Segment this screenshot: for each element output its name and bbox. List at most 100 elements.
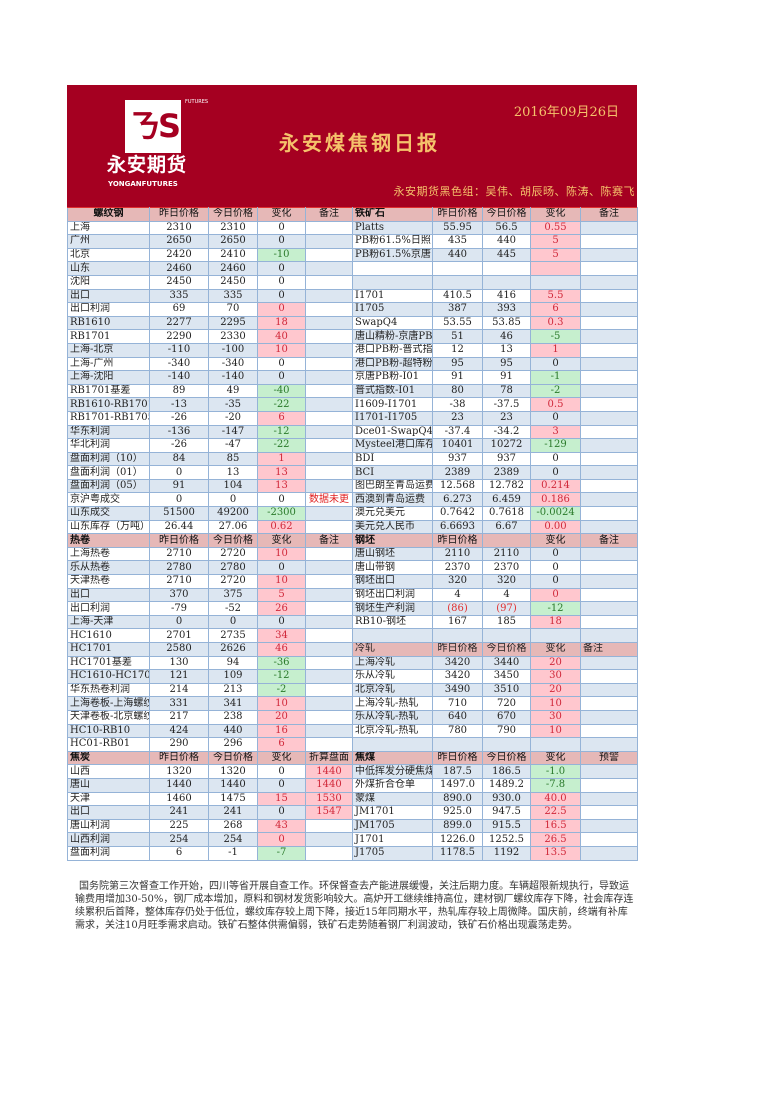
change-value: -7 bbox=[257, 845, 306, 861]
today-price: 0 bbox=[208, 492, 258, 508]
note bbox=[305, 601, 353, 616]
section-header-title: 铁矿石 bbox=[352, 207, 433, 222]
column-header: 备注 bbox=[580, 533, 638, 548]
row-label: 出口 bbox=[67, 805, 150, 820]
prev-price: 89 bbox=[149, 383, 209, 399]
prev-price: -38 bbox=[432, 397, 483, 412]
column-header: 今日价格 bbox=[208, 207, 258, 222]
section-header-title: 冷轧 bbox=[352, 642, 433, 657]
note bbox=[305, 818, 353, 834]
change-value: 1 bbox=[530, 342, 581, 358]
note bbox=[580, 329, 638, 344]
row-label: 华东利润 bbox=[67, 424, 150, 440]
note bbox=[580, 723, 638, 739]
today-price: 440 bbox=[208, 723, 258, 739]
today-price: 104 bbox=[208, 478, 258, 494]
change-value: 5.5 bbox=[530, 288, 581, 304]
today-price: 0.7618 bbox=[482, 506, 531, 521]
change-value: 30 bbox=[530, 709, 581, 725]
section-header-row: 焦炭 昨日价格 今日价格 变化 折算盘面 焦煤 昨日价格 今日价格 变化 预警 bbox=[67, 750, 638, 766]
change-value: -22 bbox=[257, 438, 306, 453]
change-value: 20 bbox=[530, 682, 581, 698]
change-value: 0.00 bbox=[530, 519, 581, 535]
row-label: Platts bbox=[352, 220, 433, 236]
note bbox=[305, 723, 353, 739]
prev-price: 2370 bbox=[432, 560, 483, 576]
row-label: RB1610 bbox=[67, 315, 150, 331]
note bbox=[305, 315, 353, 331]
prev-price: 3490 bbox=[432, 682, 483, 698]
prev-price: 167 bbox=[432, 614, 483, 630]
prev-price: 12.568 bbox=[432, 478, 483, 494]
note bbox=[580, 451, 638, 467]
today-price: 56.5 bbox=[482, 220, 531, 236]
today-price: 6.459 bbox=[482, 492, 531, 508]
note bbox=[580, 682, 638, 698]
note bbox=[580, 574, 638, 589]
prev-price: (86) bbox=[432, 601, 483, 616]
today-price: 2370 bbox=[482, 560, 531, 576]
change-value: 0 bbox=[530, 546, 581, 562]
row-label bbox=[352, 274, 433, 290]
column-header: 今日价格 bbox=[482, 207, 531, 222]
table-row: 华东利润 -136 -147 -12 Dce01-SwapQ4 -37.4 -34.2 3 bbox=[67, 424, 638, 440]
report-title: 永安煤焦钢日报 bbox=[279, 131, 440, 155]
row-label: JM1705 bbox=[352, 818, 433, 834]
row-label: 钢坯出口 bbox=[352, 574, 433, 589]
note bbox=[580, 478, 638, 494]
change-value: 10 bbox=[257, 696, 306, 711]
prev-price: 2650 bbox=[149, 234, 209, 249]
table-row: RB1610 2277 2295 18 SwapQ4 53.55 53.85 0.3 bbox=[67, 315, 638, 331]
today-price: 2310 bbox=[208, 220, 258, 236]
note: 1547 bbox=[305, 805, 353, 820]
note bbox=[305, 478, 353, 494]
table-row: 山东库存（万吨） 26.44 27.06 0.62 美元兑人民币 6.6693 6.67 0.… bbox=[67, 519, 638, 535]
note bbox=[305, 247, 353, 263]
column-header: 昨日价格 bbox=[149, 750, 209, 766]
note bbox=[305, 370, 353, 385]
note bbox=[580, 356, 638, 372]
note bbox=[580, 342, 638, 358]
change-value: 40 bbox=[257, 329, 306, 344]
column-header: 备注 bbox=[580, 642, 638, 657]
change-value: -12 bbox=[257, 424, 306, 440]
today-price: 2295 bbox=[208, 315, 258, 331]
row-label: 盘面利润（05） bbox=[67, 478, 150, 494]
today-price: 2780 bbox=[208, 560, 258, 576]
row-label: I1701-I1705 bbox=[352, 410, 433, 426]
today-price: 2450 bbox=[208, 274, 258, 290]
prev-price: 2710 bbox=[149, 574, 209, 589]
row-label: 盘面利润（01） bbox=[67, 465, 150, 480]
prev-price: 1440 bbox=[149, 777, 209, 793]
row-label: 上海-沈阳 bbox=[67, 370, 150, 385]
column-header: 变化 bbox=[257, 533, 306, 548]
prev-price: -13 bbox=[149, 397, 209, 412]
prev-price: 217 bbox=[149, 709, 209, 725]
prev-price: 2420 bbox=[149, 247, 209, 263]
row-label: RB1701基差 bbox=[67, 383, 150, 399]
change-value: 0 bbox=[530, 587, 581, 603]
column-header: 备注 bbox=[305, 207, 353, 222]
prev-price: 1497.0 bbox=[432, 777, 483, 793]
note bbox=[305, 587, 353, 603]
row-label: 外煤折合仓单 bbox=[352, 777, 433, 793]
note bbox=[305, 383, 353, 399]
note bbox=[580, 261, 638, 276]
note bbox=[305, 845, 353, 861]
prev-price: 1320 bbox=[149, 764, 209, 779]
prev-price: 241 bbox=[149, 805, 209, 820]
column-header: 变化 bbox=[530, 533, 581, 548]
table-row: 广州 2650 2650 0 PB粉61.5%日照 435 440 5 bbox=[67, 234, 638, 249]
row-label: Dce01-SwapQ4 bbox=[352, 424, 433, 440]
change-value: -36 bbox=[257, 655, 306, 671]
today-price: 213 bbox=[208, 682, 258, 698]
row-label: 蒙煤 bbox=[352, 791, 433, 807]
row-label: BDI bbox=[352, 451, 433, 467]
table-row: 盘面利润（10） 84 85 1 BDI 937 937 0 bbox=[67, 451, 638, 467]
change-value: -2 bbox=[530, 383, 581, 399]
change-value: 13 bbox=[257, 465, 306, 480]
today-price: 254 bbox=[208, 832, 258, 847]
logo-en-text: YONGANFUTURES bbox=[108, 180, 178, 188]
prev-price: 53.55 bbox=[432, 315, 483, 331]
today-price: 78 bbox=[482, 383, 531, 399]
